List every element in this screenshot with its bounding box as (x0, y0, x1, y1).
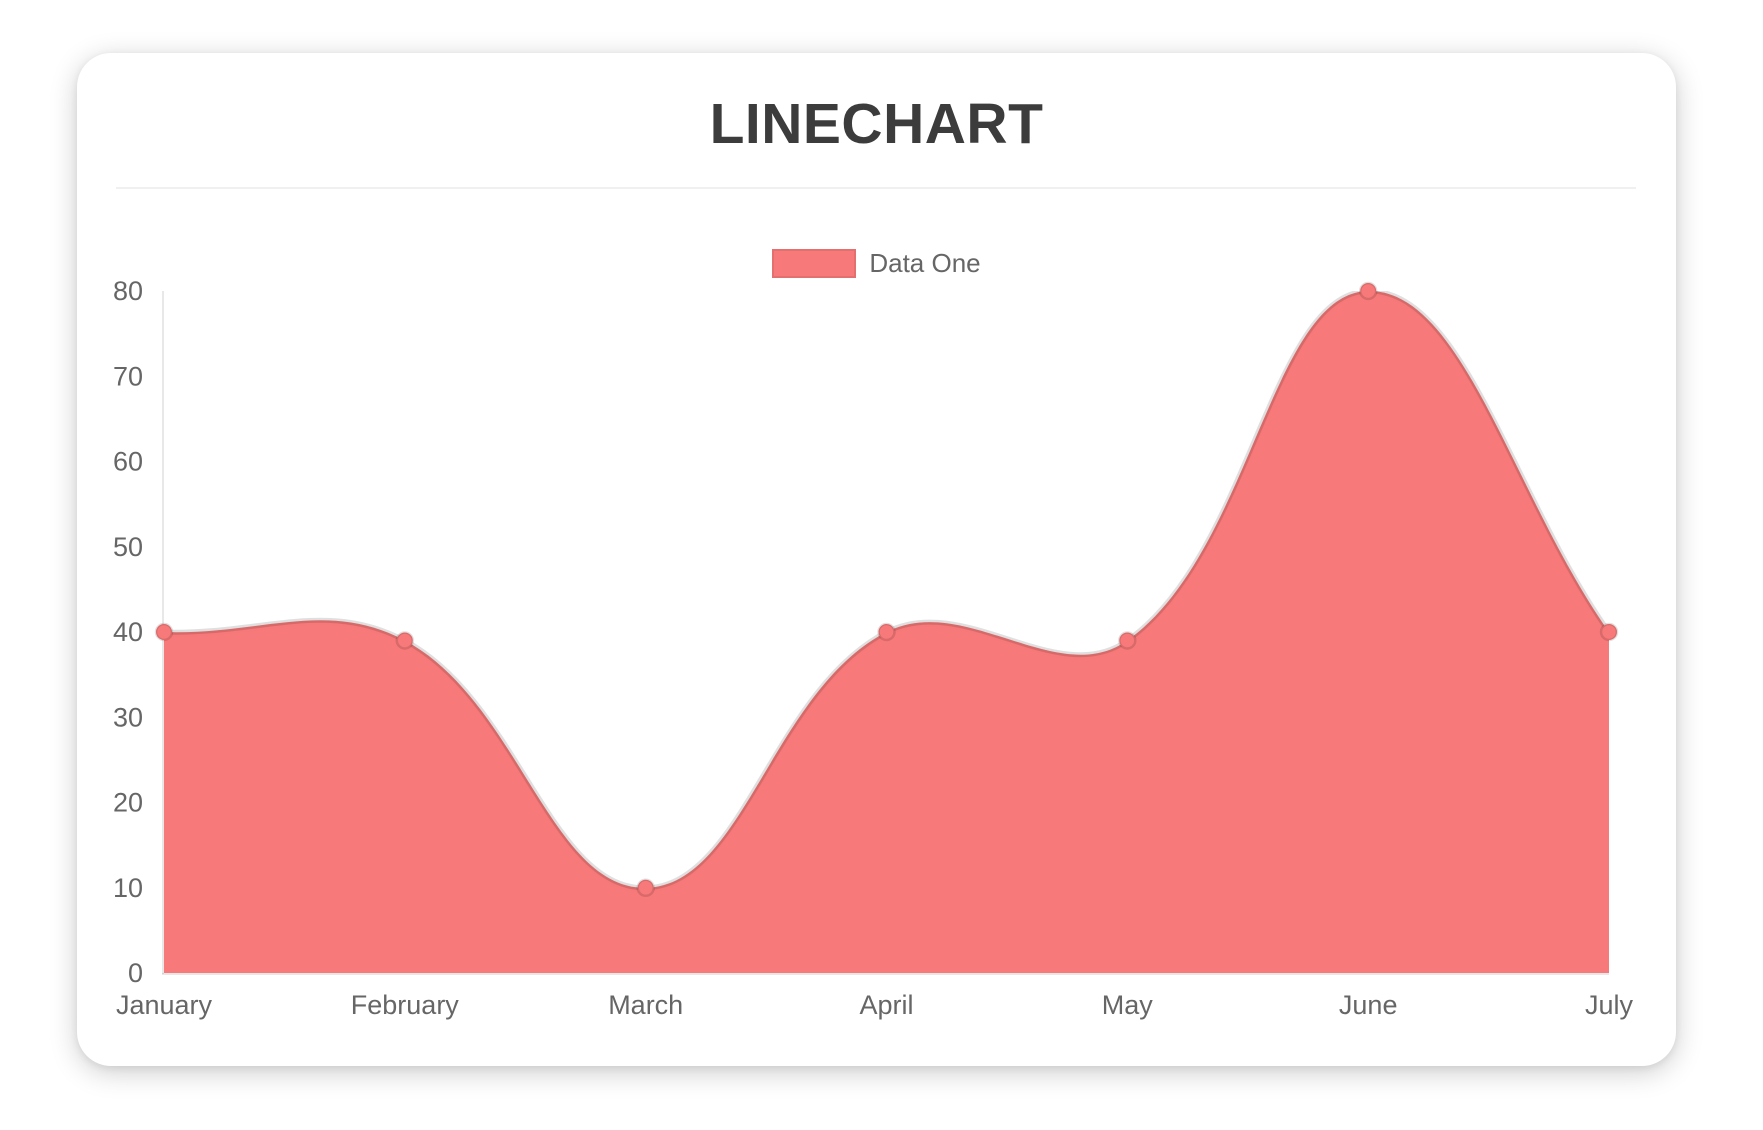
chart-title: LINECHART (709, 92, 1044, 156)
legend-swatch (772, 249, 857, 278)
y-tick-label: 80 (113, 276, 143, 306)
series-line (163, 291, 1611, 891)
y-tick-label: 70 (113, 361, 143, 391)
x-tick-label: June (1339, 990, 1398, 1020)
y-tick-label: 10 (113, 873, 143, 903)
data-point[interactable] (1599, 622, 1619, 642)
data-point[interactable] (154, 622, 174, 642)
y-tick-label: 40 (113, 617, 143, 647)
title-divider (116, 187, 1636, 189)
chart-card: 0 10 20 30 40 50 60 70 80 January February March Apr… (77, 53, 1676, 1066)
data-point[interactable] (877, 622, 896, 642)
legend-label: Data One (869, 248, 981, 278)
data-point[interactable] (1358, 281, 1378, 301)
x-tick-label: May (1102, 990, 1154, 1020)
x-tick-label: February (351, 990, 460, 1020)
legend-item-data-one[interactable]: Data One (772, 248, 981, 279)
data-point[interactable] (395, 631, 415, 650)
data-point[interactable] (1118, 631, 1137, 650)
legend: Data One (77, 248, 1676, 279)
y-tick-label: 0 (128, 958, 143, 988)
y-tick-label: 60 (113, 447, 143, 477)
y-tick-label: 50 (113, 532, 143, 562)
y-tick-label: 20 (113, 788, 143, 818)
line-chart-plot-area[interactable]: 0 10 20 30 40 50 60 70 80 January February March Apr… (77, 53, 1676, 1066)
x-tick-label: March (608, 990, 683, 1020)
x-tick-label: January (116, 990, 213, 1020)
x-tick-label: July (1585, 990, 1634, 1020)
x-tick-label: April (859, 990, 913, 1020)
data-point[interactable] (636, 878, 655, 898)
y-tick-label: 30 (113, 702, 143, 732)
